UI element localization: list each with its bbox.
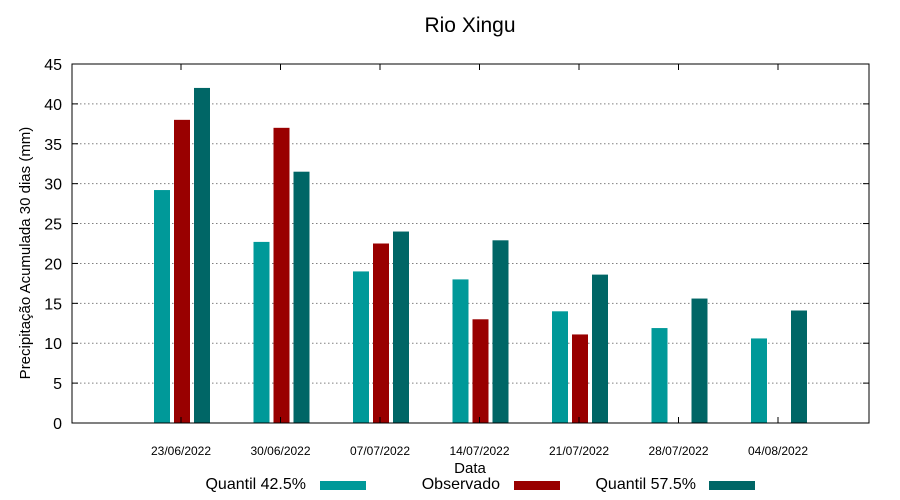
y-axis-ticks: 0 5 10 15 20 25 30 35 40 45 <box>44 57 869 433</box>
y-tick-label: 20 <box>44 256 62 273</box>
bar-series-1 <box>651 328 668 423</box>
y-tick-label: 5 <box>53 376 62 393</box>
legend: Quantil 42.5% Observado Quantil 57.5% <box>205 476 755 493</box>
legend-swatch <box>514 481 560 490</box>
x-tick-label: 23/06/2022 <box>151 444 211 458</box>
x-tick-label: 04/08/2022 <box>748 444 808 458</box>
legend-swatch <box>320 481 366 490</box>
bar-series-3 <box>393 231 409 423</box>
y-tick-label: 25 <box>44 217 62 234</box>
y-tick-label: 10 <box>44 336 62 353</box>
bar-series-2 <box>572 334 588 423</box>
bar-series-3 <box>791 310 807 423</box>
y-tick-label: 0 <box>53 416 62 433</box>
y-tick-label: 15 <box>44 296 62 313</box>
bar-series-2 <box>472 319 489 423</box>
x-tick-label: 21/07/2022 <box>549 444 609 458</box>
bar-series-2 <box>174 119 190 423</box>
bar-series-2 <box>273 127 290 424</box>
bar-series-2 <box>373 243 389 423</box>
bar-series-3 <box>592 274 608 423</box>
legend-label: Quantil 42.5% <box>205 476 306 493</box>
x-axis-ticks: 23/06/2022 30/06/2022 07/07/2022 14/07/2022… <box>151 64 808 458</box>
y-tick-label: 45 <box>44 57 62 74</box>
x-axis-label: Data <box>454 460 486 477</box>
bar-series-3 <box>492 240 509 423</box>
legend-swatch <box>709 481 755 490</box>
y-axis-label: Precipitação Acumulada 30 dias (mm) <box>17 127 34 380</box>
bar-series-3 <box>691 298 708 423</box>
legend-label: Observado <box>422 476 500 493</box>
x-tick-label: 07/07/2022 <box>350 444 410 458</box>
bar-series-1 <box>751 338 767 423</box>
x-tick-label: 14/07/2022 <box>449 444 509 458</box>
y-tick-label: 40 <box>44 97 62 114</box>
bar-series-1 <box>253 241 270 423</box>
legend-label: Quantil 57.5% <box>595 476 696 493</box>
plot-frame <box>71 63 870 424</box>
bar-series-3 <box>293 171 310 423</box>
bars <box>154 87 807 424</box>
bar-series-1 <box>552 311 568 423</box>
bar-series-3 <box>194 87 210 423</box>
x-tick-label: 30/06/2022 <box>250 444 310 458</box>
bar-series-1 <box>452 279 469 423</box>
y-tick-label: 30 <box>44 177 62 194</box>
x-tick-label: 28/07/2022 <box>648 444 708 458</box>
grid <box>72 103 869 384</box>
bar-series-1 <box>154 190 170 423</box>
chart-title: Rio Xingu <box>424 14 515 37</box>
bar-series-1 <box>353 271 369 423</box>
y-tick-label: 35 <box>44 137 62 154</box>
